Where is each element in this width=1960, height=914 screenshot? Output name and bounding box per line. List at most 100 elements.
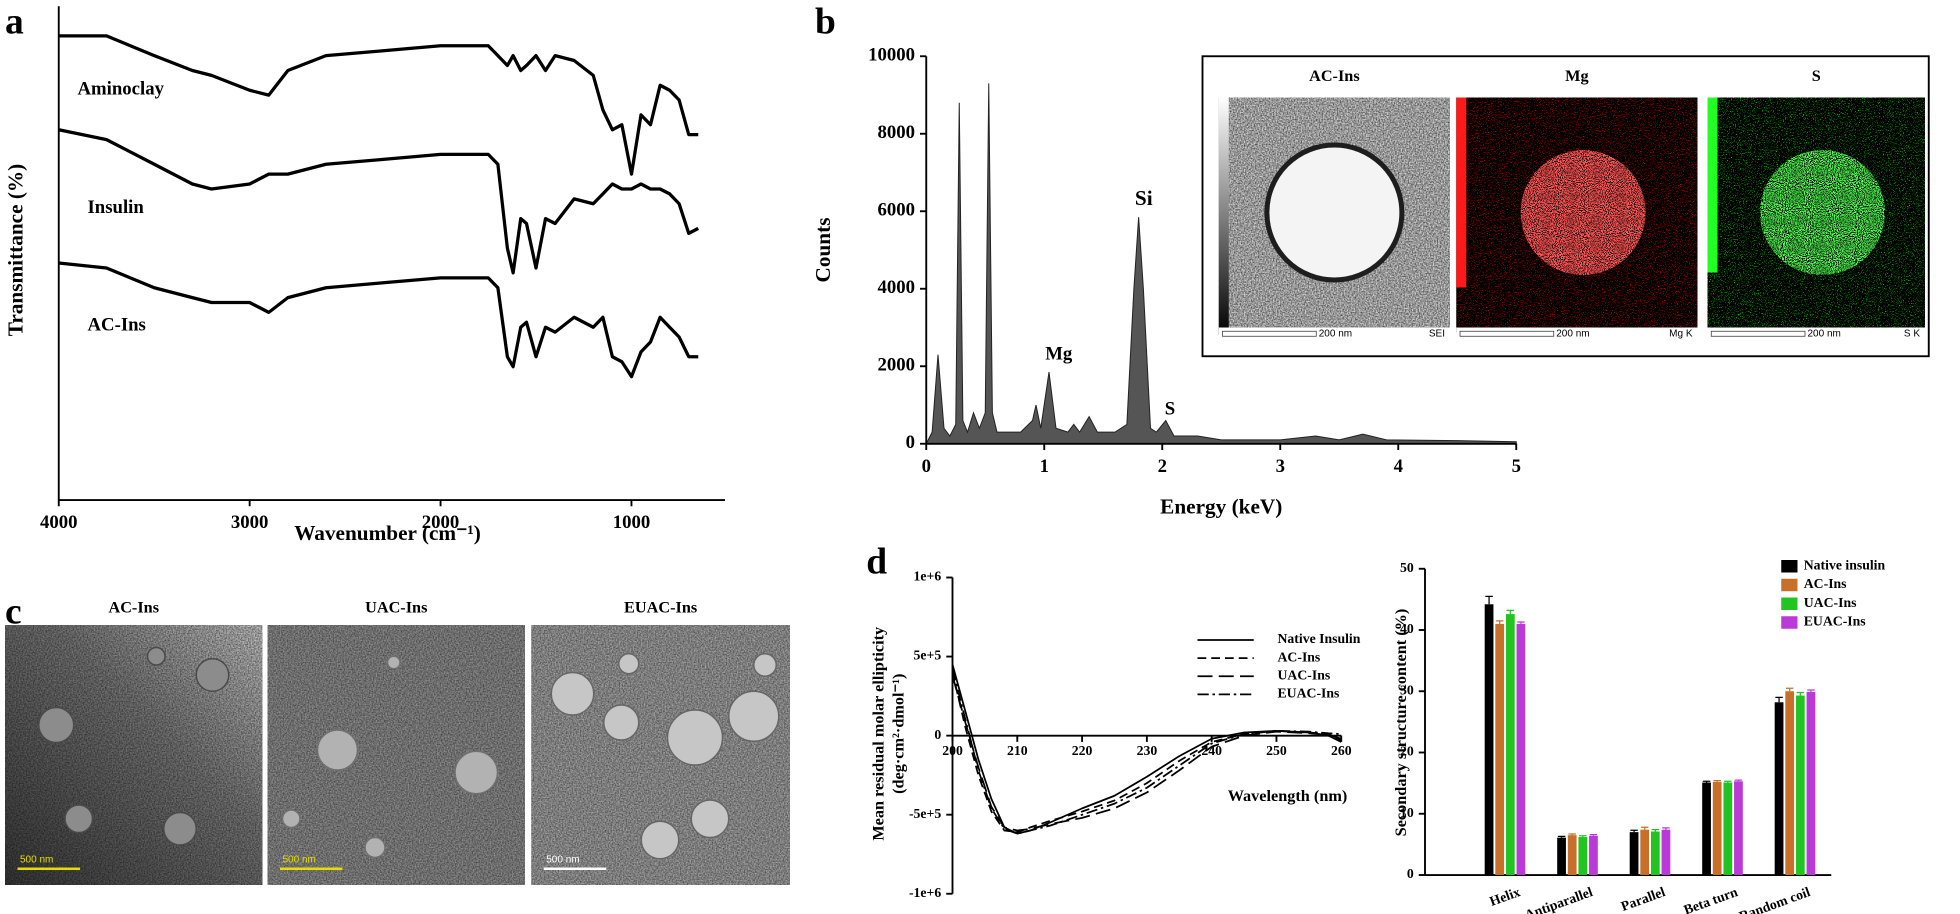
spectrum-area <box>925 83 1517 445</box>
error-bar <box>1579 835 1587 838</box>
bar <box>1505 614 1515 875</box>
error-bar <box>1589 833 1598 836</box>
particle <box>163 811 198 846</box>
scale-label: 500 nm <box>20 855 53 866</box>
error-bar <box>1495 620 1504 624</box>
detector-label: S K <box>1904 328 1920 339</box>
element-cluster <box>1760 150 1885 275</box>
y-tick-label: 2000 <box>878 355 916 376</box>
legend-label: EUAC-Ins <box>1804 614 1867 629</box>
intensity-bar <box>1707 97 1718 273</box>
y-tick-label: 0 <box>906 432 915 453</box>
y-axis-label: (deg·cm²·dmol⁻¹) <box>890 674 908 794</box>
y-axis-label: Mean residual molar ellipticity <box>870 627 888 841</box>
particle <box>618 652 640 675</box>
x-axis-label: Wavelength (nm) <box>1228 787 1348 805</box>
particle <box>281 809 301 829</box>
series-line <box>58 34 699 176</box>
x-tick-label: 260 <box>1331 743 1352 758</box>
legend-label: AC-Ins <box>1804 576 1847 591</box>
series-line <box>58 261 699 379</box>
particle <box>753 652 778 677</box>
bar <box>1661 829 1671 875</box>
bar <box>1723 782 1733 875</box>
error-bar <box>1734 779 1743 782</box>
x-tick-label: 3000 <box>231 512 268 533</box>
bar <box>1774 702 1784 875</box>
particle <box>64 804 94 834</box>
scale-bar <box>1710 330 1806 337</box>
x-tick-label: 210 <box>1007 743 1028 758</box>
x-tick-label: 4 <box>1394 456 1404 477</box>
error-bar <box>1796 691 1805 696</box>
x-tick-label: Parallel <box>1619 884 1667 914</box>
image-title: UAC-Ins <box>365 598 427 616</box>
y-tick-label: 20 <box>1400 744 1414 759</box>
bar <box>1516 623 1526 875</box>
scale-bar <box>1222 330 1317 337</box>
error-bar <box>1557 835 1566 838</box>
bar <box>1806 691 1816 875</box>
bar <box>1640 829 1650 875</box>
error-bar <box>1506 609 1515 615</box>
x-tick-label: 230 <box>1137 743 1158 758</box>
y-tick-label: 0 <box>934 727 941 742</box>
particle <box>386 655 401 670</box>
series-label: Insulin <box>88 197 145 218</box>
y-tick-label: 10000 <box>868 45 915 66</box>
particle <box>640 820 680 860</box>
bar <box>1650 831 1660 875</box>
x-tick-label: 0 <box>922 456 931 477</box>
y-tick-label: -1e+6 <box>909 885 941 900</box>
x-tick-label: 250 <box>1266 743 1287 758</box>
x-tick-label: 5 <box>1512 456 1521 477</box>
x-tick-label: 220 <box>1072 743 1093 758</box>
x-tick-label: Antiparallel <box>1523 884 1595 914</box>
legend-label: UAC-Ins <box>1278 667 1331 682</box>
particle <box>454 750 499 795</box>
particle <box>603 704 640 741</box>
y-tick-label: 10 <box>1400 805 1414 820</box>
y-tick-label: -5e+5 <box>909 806 941 821</box>
error-bar <box>1702 780 1711 783</box>
inset-title: Mg <box>1565 67 1588 85</box>
series-label: AC-Ins <box>88 315 146 336</box>
bar <box>1495 623 1505 875</box>
bar <box>1734 781 1743 875</box>
y-tick-label: 6000 <box>878 200 916 221</box>
legend-swatch <box>1781 560 1798 573</box>
error-bar <box>1807 689 1815 692</box>
bar <box>1567 835 1577 875</box>
image-title: AC-Ins <box>108 598 159 616</box>
particle <box>195 657 230 692</box>
scale-label: 500 nm <box>283 855 316 866</box>
detector-label: SEI <box>1429 328 1445 339</box>
panel-letter: a <box>5 2 24 43</box>
y-tick-label: 5e+5 <box>914 648 942 663</box>
bar <box>1712 781 1722 875</box>
x-tick-label: 2 <box>1158 456 1167 477</box>
legend-label: EUAC-Ins <box>1278 686 1341 701</box>
peak-label: Mg <box>1045 343 1073 364</box>
y-tick-label: 4000 <box>878 277 916 298</box>
panel-letter: d <box>866 542 887 583</box>
error-bar <box>1485 595 1493 605</box>
legend-label: Native Insulin <box>1278 631 1361 646</box>
scale-bar <box>1459 330 1555 337</box>
scale-label: 200 nm <box>1556 328 1589 339</box>
bar <box>1589 835 1598 875</box>
x-tick-label: 3 <box>1276 456 1285 477</box>
bar <box>1484 604 1494 875</box>
bar <box>1557 837 1566 875</box>
panel-letter: b <box>815 2 836 43</box>
element-cluster <box>1520 150 1646 275</box>
error-bar <box>1630 829 1638 833</box>
x-tick-label: 4000 <box>40 512 78 533</box>
intensity-bar <box>1218 97 1229 335</box>
particle <box>316 729 359 771</box>
error-bar <box>1713 780 1721 782</box>
y-axis-label: Counts <box>811 218 835 283</box>
bar <box>1795 695 1805 875</box>
y-tick-label: 0 <box>1407 866 1414 881</box>
